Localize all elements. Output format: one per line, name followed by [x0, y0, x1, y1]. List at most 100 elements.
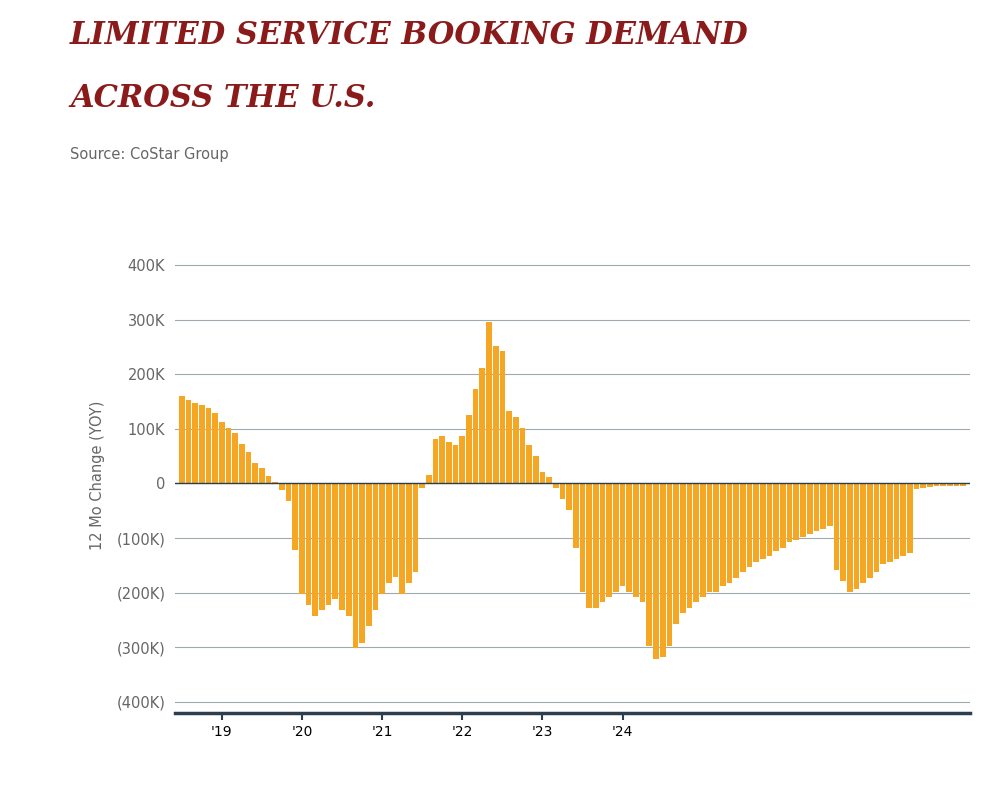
Bar — [814, 483, 819, 531]
Bar — [880, 483, 886, 564]
Bar — [246, 451, 251, 483]
Bar — [526, 444, 532, 483]
Bar — [513, 417, 519, 483]
Bar — [332, 483, 338, 600]
Bar — [954, 483, 959, 486]
Bar — [466, 414, 472, 483]
Bar — [540, 472, 545, 483]
Bar — [192, 402, 198, 483]
Bar — [660, 483, 666, 657]
Bar — [920, 483, 926, 488]
Bar — [720, 483, 726, 586]
Bar — [186, 401, 191, 483]
Bar — [439, 436, 445, 483]
Bar — [473, 390, 478, 483]
Bar — [947, 483, 953, 486]
Bar — [633, 483, 639, 597]
Bar — [960, 483, 966, 486]
Bar — [259, 468, 265, 483]
Bar — [533, 455, 539, 483]
Bar — [346, 483, 352, 615]
Bar — [680, 483, 686, 613]
Bar — [887, 483, 893, 562]
Bar — [693, 483, 699, 603]
Bar — [667, 483, 672, 646]
Bar — [479, 367, 485, 483]
Bar — [807, 483, 813, 534]
Bar — [894, 483, 899, 559]
Bar — [453, 444, 458, 483]
Bar — [834, 483, 839, 569]
Bar — [927, 483, 933, 486]
Bar — [793, 483, 799, 539]
Bar — [840, 483, 846, 581]
Bar — [286, 483, 291, 501]
Bar — [219, 422, 225, 483]
Bar — [767, 483, 772, 556]
Bar — [613, 483, 619, 592]
Bar — [292, 483, 298, 550]
Bar — [312, 483, 318, 615]
Bar — [560, 483, 565, 499]
Bar — [914, 483, 919, 489]
Bar — [366, 483, 372, 626]
Bar — [459, 436, 465, 483]
Bar — [606, 483, 612, 597]
Bar — [773, 483, 779, 550]
Bar — [266, 476, 271, 483]
Bar — [399, 483, 405, 594]
Bar — [239, 444, 245, 483]
Bar — [800, 483, 806, 537]
Bar — [854, 483, 859, 588]
Bar — [500, 351, 505, 483]
Bar — [406, 483, 412, 583]
Text: LIMITED SERVICE BOOKING DEMAND: LIMITED SERVICE BOOKING DEMAND — [70, 20, 749, 51]
Bar — [206, 408, 211, 483]
Bar — [326, 483, 331, 604]
Bar — [673, 483, 679, 624]
Bar — [232, 432, 238, 483]
Bar — [339, 483, 345, 610]
Bar — [212, 413, 218, 483]
Bar — [446, 442, 452, 483]
Bar — [573, 483, 579, 548]
Bar — [600, 483, 605, 603]
Bar — [874, 483, 879, 573]
Bar — [486, 322, 492, 483]
Bar — [226, 428, 231, 483]
Text: Source: CoStar Group: Source: CoStar Group — [70, 147, 229, 162]
Bar — [199, 406, 205, 483]
Bar — [620, 483, 625, 586]
Bar — [940, 483, 946, 486]
Bar — [493, 346, 499, 483]
Bar — [687, 483, 692, 608]
Bar — [787, 483, 792, 543]
Bar — [586, 483, 592, 608]
Bar — [353, 483, 358, 649]
Bar — [626, 483, 632, 592]
Bar — [733, 483, 739, 578]
Bar — [520, 428, 525, 483]
Bar — [419, 483, 425, 488]
Bar — [306, 483, 311, 604]
Bar — [900, 483, 906, 556]
Bar — [747, 483, 752, 567]
Bar — [279, 483, 285, 490]
Bar — [860, 483, 866, 584]
Bar — [252, 463, 258, 483]
Bar — [373, 483, 378, 610]
Bar — [847, 483, 853, 592]
Bar — [753, 483, 759, 562]
Text: ACROSS THE U.S.: ACROSS THE U.S. — [70, 83, 375, 114]
Bar — [727, 483, 732, 584]
Bar — [299, 483, 305, 594]
Bar — [780, 483, 786, 548]
Bar — [386, 483, 392, 583]
Bar — [713, 483, 719, 592]
Bar — [179, 396, 185, 483]
Bar — [867, 483, 873, 578]
Bar — [760, 483, 766, 559]
Bar — [413, 483, 418, 572]
Bar — [707, 483, 712, 592]
Bar — [580, 483, 585, 592]
